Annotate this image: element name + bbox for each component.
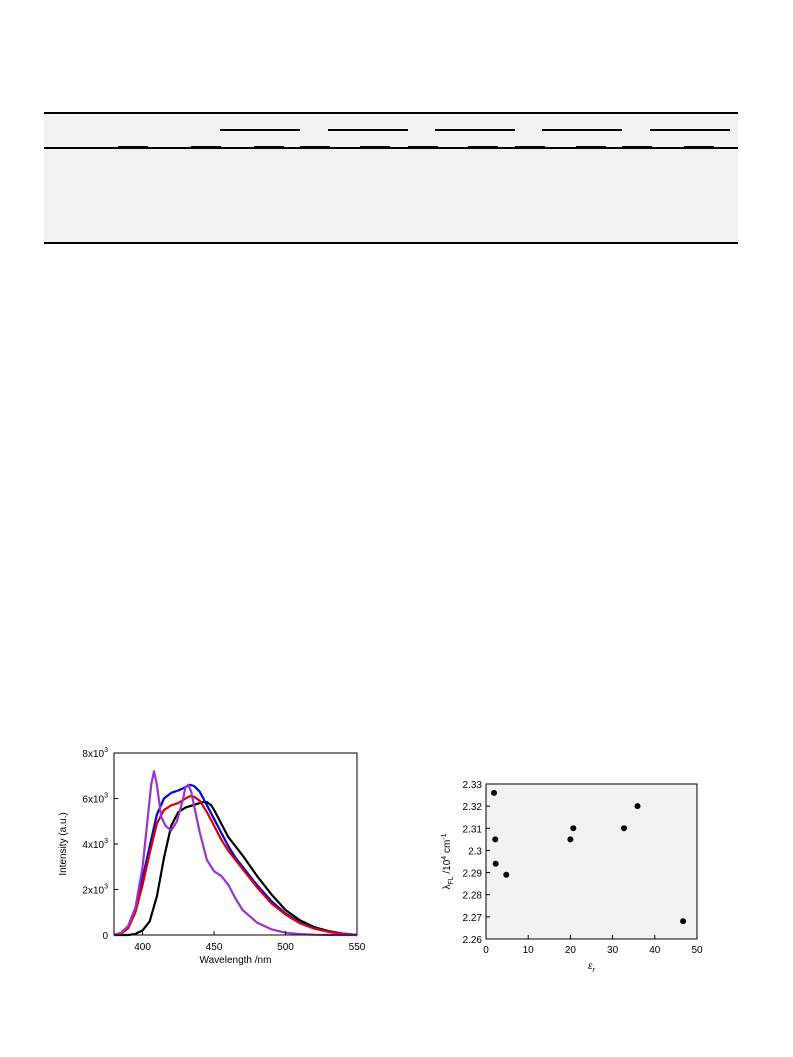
x-tick-label: 0 [483, 945, 489, 956]
y-tick-label: 8x103 [82, 747, 108, 760]
y-tick-label: 0 [102, 931, 108, 942]
column-dash [300, 146, 330, 147]
column-dash [576, 146, 606, 147]
spectrum-line-3 [113, 770, 357, 937]
y-tick-label: 2.31 [463, 824, 483, 835]
column-dash [622, 146, 652, 147]
y-tick-label: 2x103 [82, 884, 108, 897]
column-dash [254, 146, 284, 147]
data-point [492, 836, 499, 843]
y-tick-label: 2.27 [463, 913, 483, 924]
column-group-rule [542, 129, 622, 131]
column-dash [684, 146, 714, 147]
column-dash [515, 146, 545, 147]
table-body-band [44, 148, 738, 244]
data-point [491, 789, 498, 796]
plot-frame [485, 783, 698, 940]
data-point [620, 825, 627, 832]
column-dash [118, 146, 148, 147]
x-tick-label: 10 [523, 945, 535, 956]
y-tick-label: 4x103 [82, 838, 108, 851]
column-dash [408, 146, 438, 147]
y-tick-label: 2.33 [463, 780, 483, 791]
column-group-rule [328, 129, 408, 131]
x-tick-label: 550 [349, 942, 366, 953]
x-tick-label: 20 [565, 945, 577, 956]
spectrum-line-2 [113, 795, 358, 937]
data-point [567, 836, 574, 843]
column-dash [360, 146, 390, 147]
x-axis-label: εr [588, 961, 595, 974]
x-tick-label: 450 [206, 942, 223, 953]
column-dash [191, 146, 221, 147]
data-point [570, 825, 577, 832]
y-tick-label: 6x103 [82, 793, 108, 806]
x-tick-label: 400 [134, 942, 151, 953]
x-tick-label: 40 [649, 945, 661, 956]
y-tick-label: 2.29 [463, 869, 483, 880]
data-point [503, 871, 510, 878]
table-top-rule [44, 112, 738, 114]
table-header-rule [44, 147, 738, 149]
x-tick-label: 30 [607, 945, 619, 956]
y-tick-label: 2.32 [463, 802, 483, 813]
data-point [634, 803, 641, 810]
y-axis-label: λFL /104 cm-1 [441, 833, 455, 889]
column-dash [468, 146, 498, 147]
column-group-rule [220, 129, 300, 131]
y-tick-label: 2.3 [468, 846, 482, 857]
spectrum-line-0 [114, 800, 358, 937]
data-point [492, 860, 499, 867]
y-tick-label: 2.28 [463, 891, 483, 902]
solvatochromism-scatter-chart: 0 10 20 30 40 50 2.26 2.27 2.28 2.29 2.3 2.31 2.32 2.… [441, 780, 703, 974]
emission-spectra-chart: 400 450 500 550 0 2x103 4x103 6x103 8x103 Wavelen… [58, 747, 366, 966]
data-table [44, 112, 738, 244]
y-axis-label: Intensity (a.u.) [58, 812, 69, 875]
table-bottom-rule [44, 242, 738, 244]
y-tick-label: 2.26 [463, 935, 483, 946]
data-point [680, 918, 687, 925]
column-group-rule [435, 129, 515, 131]
x-tick-label: 500 [277, 942, 294, 953]
x-tick-label: 50 [691, 945, 703, 956]
column-group-rule [650, 129, 730, 131]
x-axis-label: Wavelength /nm [200, 955, 272, 966]
